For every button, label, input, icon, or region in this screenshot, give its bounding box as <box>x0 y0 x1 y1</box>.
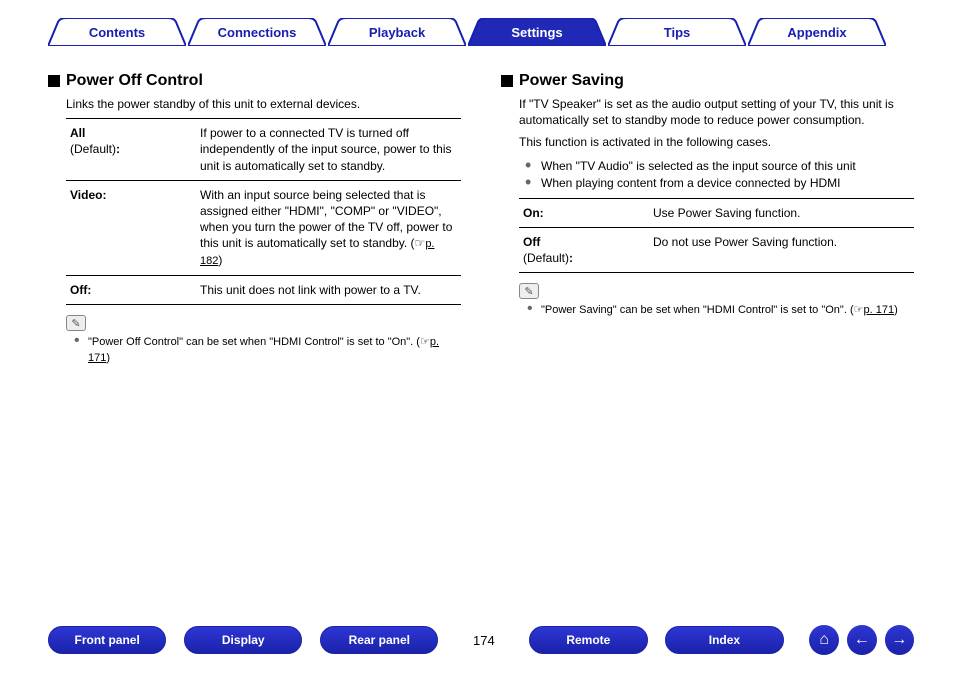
left-intro: Links the power standby of this unit to … <box>66 96 461 112</box>
option-desc: With an input source being selected that… <box>196 180 461 275</box>
page-number: 174 <box>456 633 511 648</box>
right-column: Power Saving If "TV Speaker" is set as t… <box>501 72 914 366</box>
option-desc: Use Power Saving function. <box>649 198 914 227</box>
list-item: When playing content from a device conne… <box>531 176 914 190</box>
table-row: Video:With an input source being selecte… <box>66 180 461 275</box>
front-panel-button[interactable]: Front panel <box>48 626 166 654</box>
tab-connections[interactable]: Connections <box>188 18 326 46</box>
right-note-text: "Power Saving" can be set when "HDMI Con… <box>541 304 863 316</box>
option-desc: If power to a connected TV is turned off… <box>196 119 461 181</box>
left-note-text: "Power Off Control" can be set when "HDM… <box>88 336 430 348</box>
right-intro: If "TV Speaker" is set as the audio outp… <box>519 96 914 128</box>
left-heading: Power Off Control <box>48 72 461 90</box>
left-title: Power Off Control <box>66 72 203 90</box>
table-row: On:Use Power Saving function. <box>519 198 914 227</box>
right-intro2: This function is activated in the follow… <box>519 134 914 150</box>
rear-panel-button[interactable]: Rear panel <box>320 626 438 654</box>
square-bullet-icon <box>501 75 513 87</box>
content-area: Power Off Control Links the power standb… <box>48 72 914 366</box>
left-note-tail: ) <box>106 352 110 364</box>
tab-playback[interactable]: Playback <box>328 18 466 46</box>
right-note-tail: ) <box>894 304 898 316</box>
right-bullets: When "TV Audio" is selected as the input… <box>531 159 914 190</box>
option-key: All(Default): <box>66 119 196 181</box>
table-row: All(Default):If power to a connected TV … <box>66 119 461 181</box>
left-column: Power Off Control Links the power standb… <box>48 72 461 366</box>
option-desc: This unit does not link with power to a … <box>196 276 461 305</box>
pencil-icon <box>66 315 86 331</box>
display-button[interactable]: Display <box>184 626 302 654</box>
table-row: Off:This unit does not link with power t… <box>66 276 461 305</box>
page-link-171-right[interactable]: p. 171 <box>863 304 894 316</box>
tab-tips[interactable]: Tips <box>608 18 746 46</box>
index-button[interactable]: Index <box>665 626 783 654</box>
right-heading: Power Saving <box>501 72 914 90</box>
left-note: "Power Off Control" can be set when "HDM… <box>78 335 461 366</box>
prev-button[interactable]: ← <box>847 625 877 655</box>
home-button[interactable]: ⌂ <box>809 625 839 655</box>
right-title: Power Saving <box>519 72 624 90</box>
next-button[interactable]: → <box>885 625 915 655</box>
table-row: Off(Default):Do not use Power Saving fun… <box>519 227 914 272</box>
option-key: Off: <box>66 276 196 305</box>
option-desc: Do not use Power Saving function. <box>649 227 914 272</box>
page-link[interactable]: p. 182 <box>200 238 435 267</box>
tab-settings[interactable]: Settings <box>468 18 606 46</box>
pencil-icon <box>519 283 539 299</box>
tab-appendix[interactable]: Appendix <box>748 18 886 46</box>
tab-contents[interactable]: Contents <box>48 18 186 46</box>
option-key: Off(Default): <box>519 227 649 272</box>
right-table: On:Use Power Saving function.Off(Default… <box>519 198 914 274</box>
left-table: All(Default):If power to a connected TV … <box>66 118 461 305</box>
bottom-bar: Front panel Display Rear panel 174 Remote Ind… <box>48 625 914 655</box>
tab-bar: ContentsConnectionsPlaybackSettingsTipsA… <box>48 18 886 46</box>
right-note: "Power Saving" can be set when "HDMI Con… <box>531 303 914 318</box>
list-item: When "TV Audio" is selected as the input… <box>531 159 914 173</box>
option-key: On: <box>519 198 649 227</box>
remote-button[interactable]: Remote <box>529 626 647 654</box>
option-key: Video: <box>66 180 196 275</box>
square-bullet-icon <box>48 75 60 87</box>
